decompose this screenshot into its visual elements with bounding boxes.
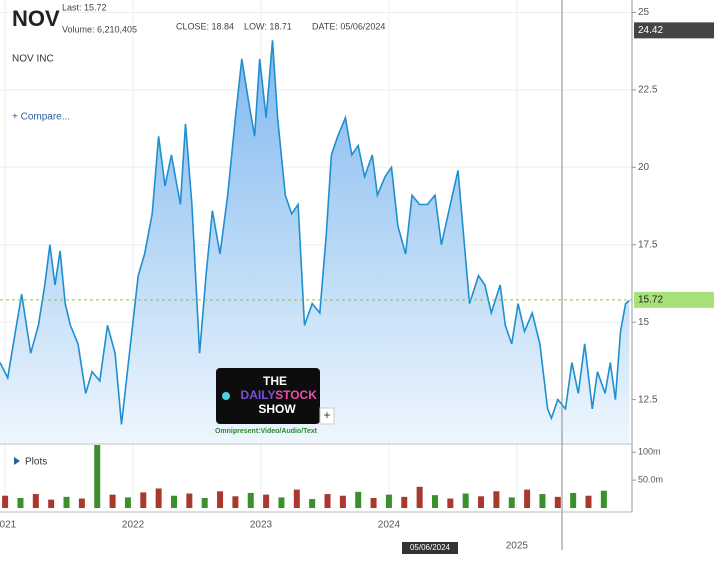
add-icon: + (323, 408, 330, 422)
date-label: 05/06/2024 (410, 543, 451, 552)
plots-button[interactable]: Plots (25, 457, 47, 468)
volume-bar (539, 494, 546, 508)
x-tick-label: 2024 (378, 520, 401, 531)
y-tick-label: 20 (638, 162, 650, 173)
volume-bar (462, 493, 469, 508)
volume-bar (140, 492, 147, 508)
header-item: DATE: 05/06/2024 (312, 21, 385, 31)
header-item: Last: 15.72 (62, 2, 107, 12)
y-tick-label: 15 (638, 317, 650, 328)
x-tick-label: 2022 (122, 520, 145, 531)
price-marker-box (634, 291, 714, 308)
y-tick-label: 25 (638, 7, 650, 18)
y-tick-label: 17.5 (638, 239, 658, 250)
area (0, 40, 630, 444)
logo-box (216, 368, 320, 424)
header-item: Volume: 6,210,405 (62, 24, 137, 34)
logo-dot (222, 392, 230, 400)
x-tick-label: 2025 (506, 541, 529, 552)
volume-bar (17, 497, 24, 508)
price-marker-box (634, 22, 714, 39)
y-tick-label: 50.0m (638, 474, 663, 484)
volume-bar (32, 494, 39, 508)
y-tick-label: 22.5 (638, 84, 658, 95)
volume-bar (263, 494, 270, 508)
volume-bar (401, 496, 408, 508)
volume-bar (109, 494, 116, 508)
volume-bar (447, 498, 454, 508)
plots-icon (14, 457, 20, 465)
volume-bar (186, 493, 193, 508)
plot-area (0, 0, 632, 508)
volume-bar (508, 497, 515, 508)
price-marker-label: 15.72 (638, 295, 663, 306)
volume-bar (355, 491, 362, 508)
volume-bar (155, 488, 162, 508)
x-tick-label: 2023 (250, 520, 273, 531)
compare-button[interactable]: + Compare... (12, 112, 70, 123)
volume-bar (63, 496, 70, 508)
volume-bar (570, 492, 577, 508)
volume-bar (524, 489, 531, 508)
company-name: NOV INC (12, 54, 54, 65)
x-tick-label: 2021 (0, 520, 17, 531)
volume-bar (370, 497, 377, 508)
volume-bar (478, 496, 485, 508)
volume-bar (124, 497, 131, 508)
volume-bar (493, 491, 500, 508)
volume-bar (431, 495, 438, 508)
logo-text: DAILY (241, 388, 276, 402)
y-tick-label: 12.5 (638, 394, 658, 405)
volume-bar (2, 495, 9, 508)
header-item: LOW: 18.71 (244, 21, 292, 31)
header-item: CLOSE: 18.84 (176, 21, 234, 31)
date-label-box (402, 542, 458, 554)
volume-bar (293, 489, 300, 508)
logo-text: THE (263, 374, 287, 388)
symbol: NOV (12, 6, 60, 31)
logo-text: STOCK (275, 388, 317, 402)
volume-bar (78, 498, 85, 508)
volume-bar (48, 499, 55, 508)
add-button[interactable] (319, 407, 335, 425)
volume-bar (94, 445, 101, 508)
volume-bar (324, 494, 331, 508)
volume-bar (309, 499, 316, 508)
volume-bar (416, 486, 423, 508)
volume-bar (170, 495, 177, 508)
volume-bar (278, 497, 285, 508)
logo-text: SHOW (258, 402, 296, 416)
price-line (0, 40, 630, 425)
volume-bar (385, 494, 392, 508)
volume-bar (339, 495, 346, 508)
volume-bar (247, 492, 254, 508)
volume-bar (554, 496, 561, 508)
volume-bar (201, 497, 208, 508)
volume-bar (217, 491, 224, 508)
logo-tagline: Omnipresent:Video/Audio/Text (215, 428, 318, 435)
volume-bar (600, 490, 607, 508)
y-tick-label: 100m (638, 447, 661, 457)
volume-bar (232, 496, 239, 508)
price-marker-label: 24.42 (638, 25, 663, 36)
volume-bar (585, 495, 592, 508)
logo: THE DAILY STOCK SHOW Omnipresent:Video/A… (215, 368, 335, 435)
